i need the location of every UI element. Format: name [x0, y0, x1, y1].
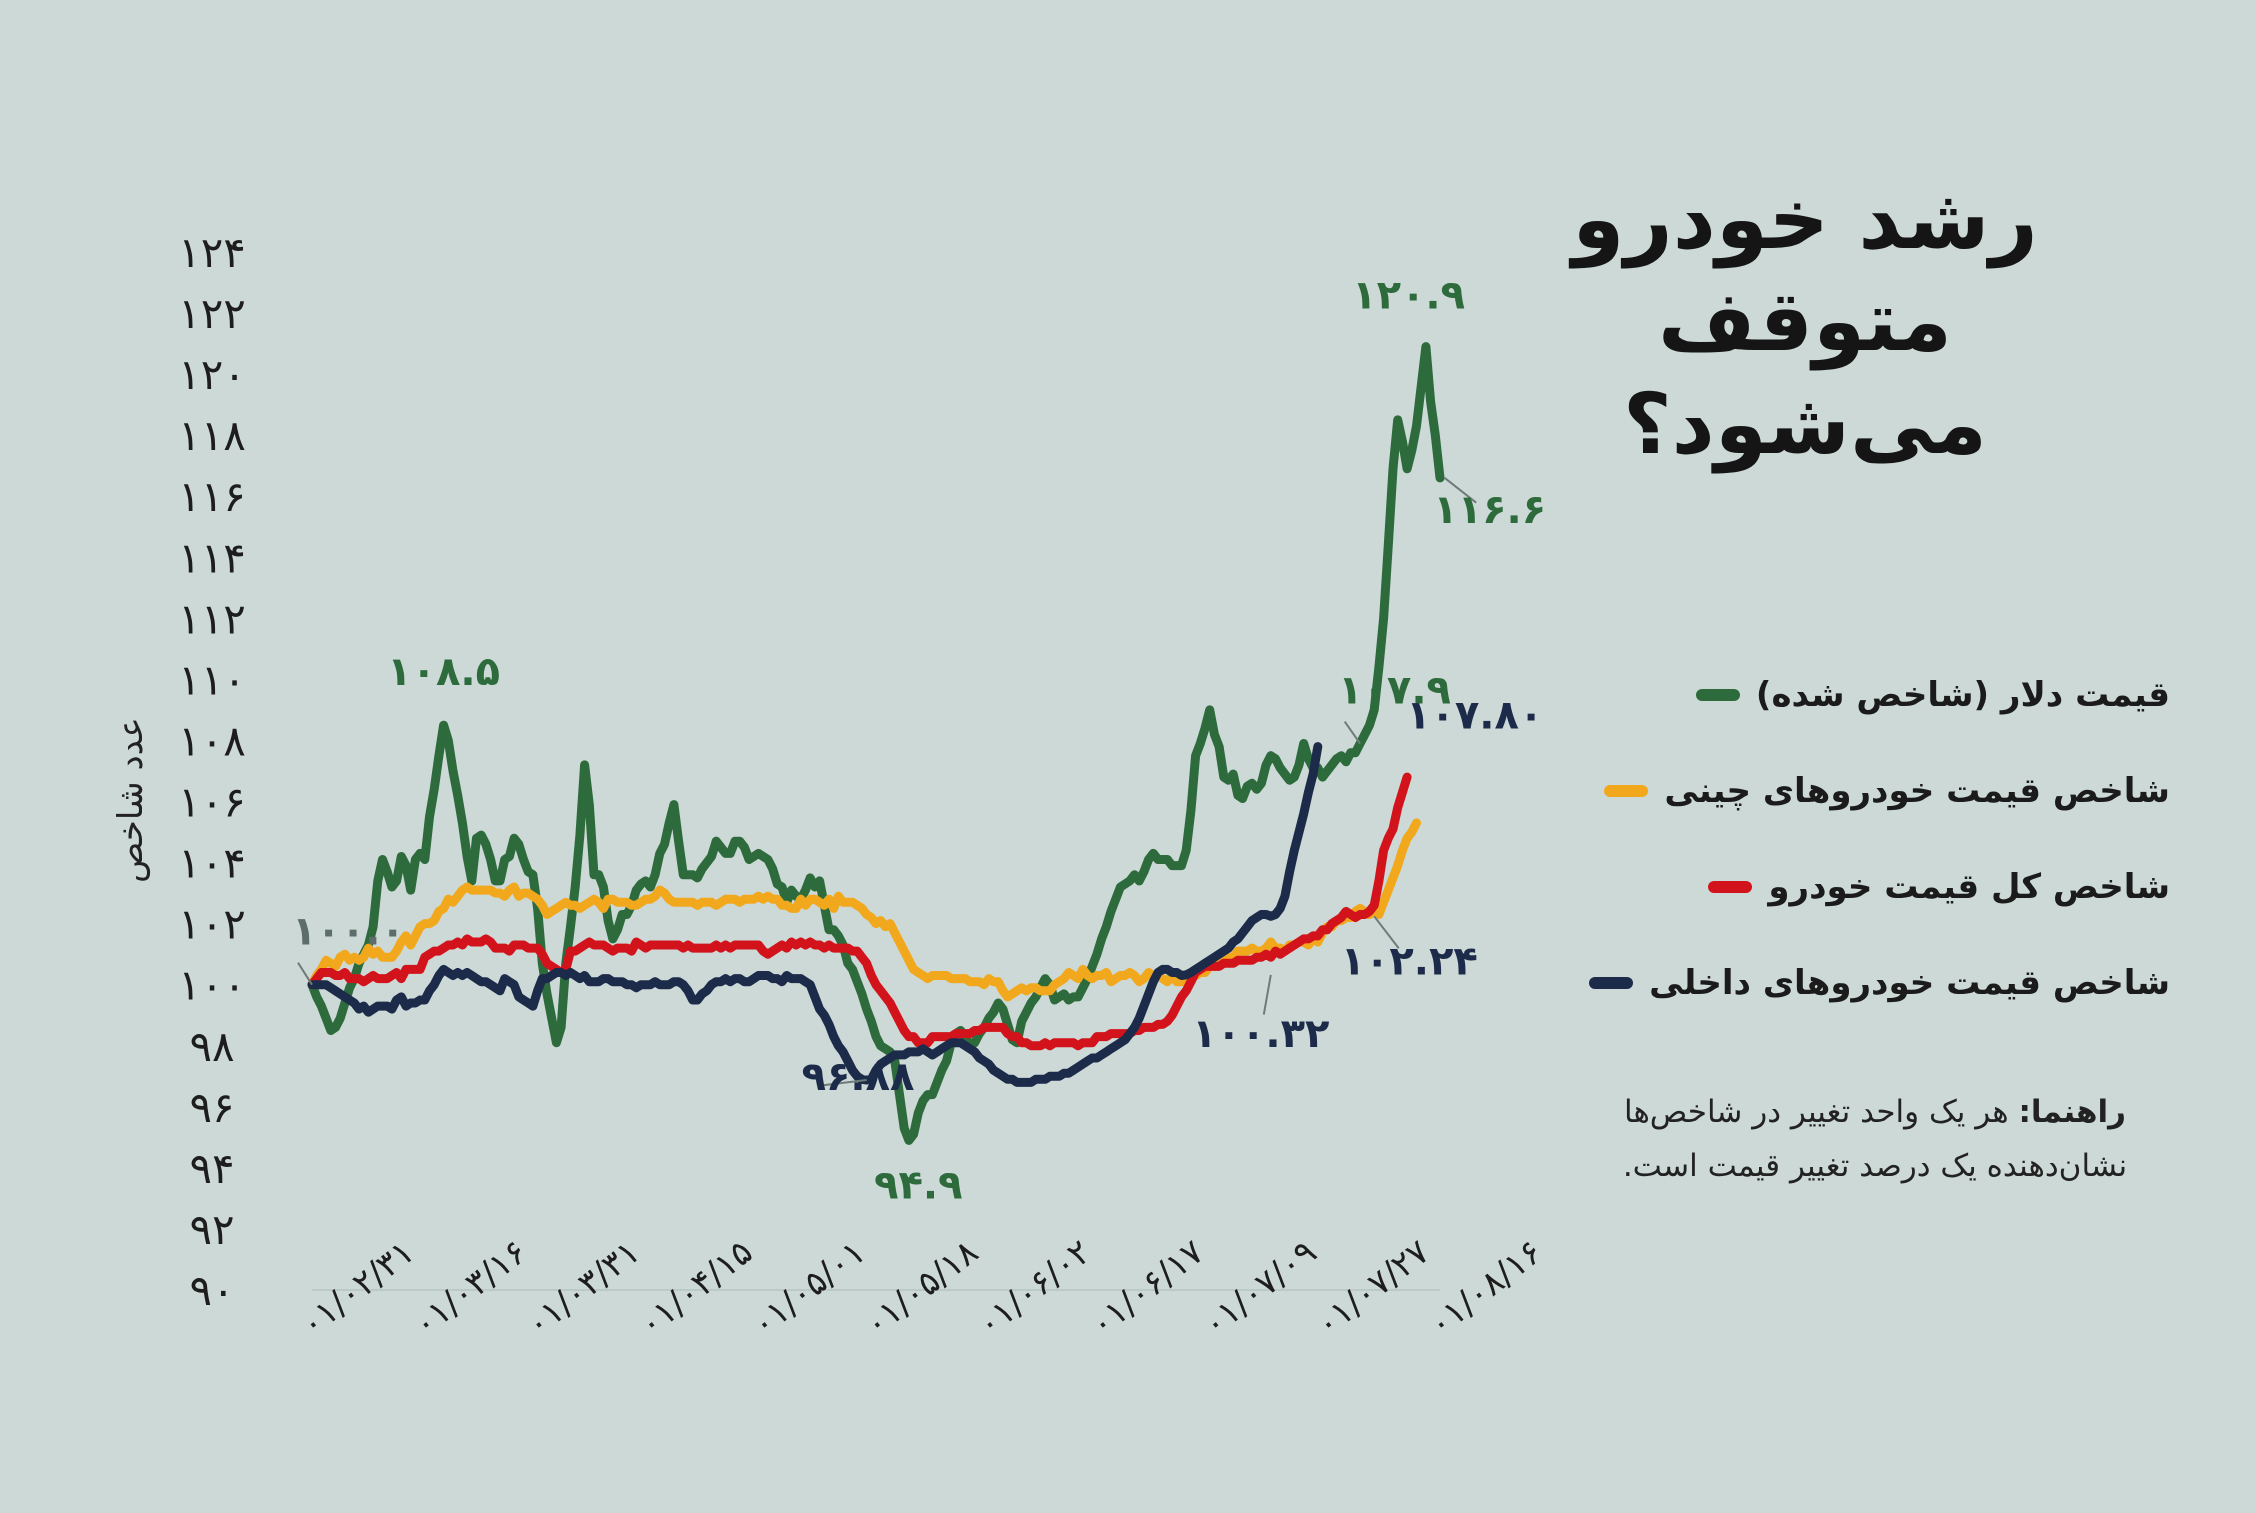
legend-label-chinese: شاخص قیمت خودروهای چینی — [1664, 771, 2170, 811]
guide-heading: راهنما: — [2018, 1094, 2126, 1130]
x-tick-label: ۰۱/۰۷/۲۷ — [1308, 1232, 1437, 1345]
y-tick-label: ۱۲۲ — [178, 289, 246, 338]
chart-title: رشد خودرو متوقف می‌شود؟ — [1545, 168, 2065, 475]
y-tick-label: ۱۱۰ — [178, 655, 246, 704]
y-tick-label: ۹۶ — [189, 1083, 234, 1132]
y-tick-label: ۱۰۸ — [178, 716, 246, 765]
legend-item-total: شاخص کل قیمت خودرو — [1570, 862, 2170, 912]
legend-label-total: شاخص کل قیمت خودرو — [1768, 867, 2170, 907]
x-tick-label: ۰۱/۰۵/۰۱ — [744, 1232, 873, 1345]
annotation-layer: ۱۰۰.۰ ۱۰۸.۵ ۹۴.۹ ۱۰۷.۹ ۱۲۰.۹ ۱۱۶.۶ ۹۶.۸۸ ۱۰۰.۳۲… — [292, 273, 1546, 1209]
data-label: ۱۰۰.۰ — [292, 909, 405, 955]
series-layer — [307, 342, 1445, 1145]
data-label: ۱۱۶.۶ — [1433, 487, 1546, 533]
guide-note: راهنما: هر یک واحد تغییر در شاخص‌ها نشان… — [1595, 1085, 2155, 1194]
y-tick-label: ۱۰۰ — [178, 961, 246, 1010]
legend-swatch-domestic — [1589, 977, 1634, 989]
y-tick-label: ۱۲۰ — [178, 350, 246, 399]
y-tick-label: ۱۱۸ — [178, 411, 246, 460]
x-tick-label: ۰۱/۰۶/۰۲ — [970, 1232, 1099, 1345]
y-tick-label: ۹۲ — [189, 1205, 234, 1254]
series-line-0 — [307, 342, 1445, 1145]
legend-item-chinese: شاخص قیمت خودروهای چینی — [1570, 766, 2170, 816]
y-tick-label: ۱۰۴ — [178, 839, 246, 888]
annotation-leader — [820, 1078, 867, 1087]
axis-layer: ۹۰ ۹۲ ۹۴ ۹۶ ۹۸ ۱۰۰ ۱۰۲ ۱۰۴ ۱۰۶ ۱۰۸ ۱۱۰ ۱۱۲ ۱۱۴ ۱۱۶ ۱۱۸… — [111, 228, 1550, 1345]
series-line-3 — [307, 742, 1323, 1087]
legend-item-dollar: قیمت دلار (شاخص شده) — [1570, 670, 2170, 720]
y-tick-label: ۱۱۶ — [178, 472, 246, 521]
data-label: ۱۰۸.۵ — [387, 649, 500, 695]
legend-label-dollar: قیمت دلار (شاخص شده) — [1755, 675, 2170, 715]
data-label: ۱۰۷.۹ — [1338, 668, 1451, 714]
y-axis-title: عدد شاخص — [111, 717, 151, 883]
title-line-3: می‌شود؟ — [1622, 374, 1988, 473]
legend-item-domestic: شاخص قیمت خودروهای داخلی — [1570, 958, 2170, 1008]
data-label: ۹۶.۸۸ — [802, 1054, 915, 1100]
legend: قیمت دلار (شاخص شده) شاخص قیمت خودروهای … — [1570, 670, 2170, 1054]
y-tick-label: ۹۴ — [189, 1144, 234, 1193]
x-tick-label: ۰۱/۰۵/۱۸ — [857, 1232, 986, 1345]
series-line-1 — [307, 818, 1421, 1002]
title-line-2: متوقف — [1658, 272, 1952, 371]
y-tick-label: ۱۰۶ — [178, 778, 246, 827]
y-tick-label: ۱۱۴ — [178, 533, 246, 582]
guide-text: هر یک واحد تغییر در شاخص‌ها نشان‌دهنده ی… — [1622, 1094, 2128, 1185]
annotation-leader — [1262, 974, 1272, 1015]
legend-swatch-dollar — [1695, 689, 1740, 701]
x-tick-label: ۰۱/۰۲/۳۱ — [293, 1232, 422, 1345]
data-label: ۱۰۰.۳۲ — [1192, 1011, 1329, 1057]
x-tick-label: ۰۱/۰۶/۱۷ — [1083, 1232, 1212, 1345]
x-tick-label: ۰۱/۰۷/۰۹ — [1195, 1232, 1324, 1345]
x-tick-label: ۰۱/۰۴/۱۵ — [631, 1232, 760, 1345]
y-tick-label: ۹۰ — [189, 1266, 234, 1315]
annotation-leader — [1373, 915, 1400, 949]
data-label: ۱۰۷.۸۰ — [1406, 693, 1543, 739]
data-label: ۱۲۰.۹ — [1352, 273, 1465, 319]
data-label: ۱۰۲.۲۴ — [1341, 938, 1478, 984]
legend-swatch-total — [1708, 881, 1753, 893]
annotation-leader — [297, 962, 313, 986]
x-tick-label: ۰۱/۰۳/۱۶ — [406, 1232, 535, 1345]
annotation-leader — [1444, 477, 1477, 504]
legend-label-domestic: شاخص قیمت خودروهای داخلی — [1649, 963, 2170, 1003]
y-tick-label: ۹۸ — [189, 1022, 234, 1071]
x-tick-label: ۰۱/۰۸/۱۶ — [1421, 1232, 1550, 1345]
series-line-2 — [307, 772, 1412, 1051]
data-label: ۹۴.۹ — [874, 1162, 962, 1208]
annotation-leader — [1343, 720, 1361, 745]
y-tick-label: ۱۱۲ — [178, 594, 246, 643]
legend-swatch-chinese — [1604, 785, 1649, 797]
y-tick-label: ۱۰۲ — [178, 900, 246, 949]
x-tick-label: ۰۱/۰۳/۳۱ — [519, 1232, 648, 1345]
title-line-1: رشد خودرو — [1572, 170, 2038, 268]
y-tick-label: ۱۲۴ — [178, 228, 246, 277]
